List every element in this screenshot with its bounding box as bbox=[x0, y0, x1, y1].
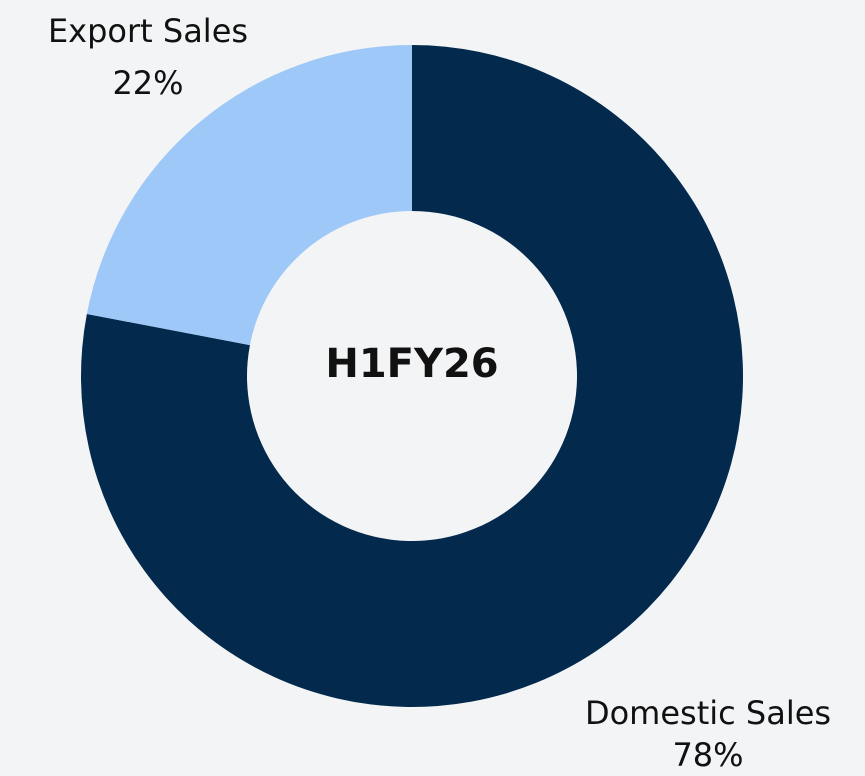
category-label: Export Sales bbox=[48, 12, 248, 50]
donut-slice bbox=[80, 45, 743, 707]
value-label: 22% bbox=[112, 64, 183, 102]
center-label: H1FY26 bbox=[325, 341, 498, 387]
donut-slice bbox=[86, 45, 413, 346]
slices bbox=[80, 45, 743, 707]
category-label: Domestic Sales bbox=[585, 694, 831, 732]
value-label: 78% bbox=[672, 736, 743, 774]
